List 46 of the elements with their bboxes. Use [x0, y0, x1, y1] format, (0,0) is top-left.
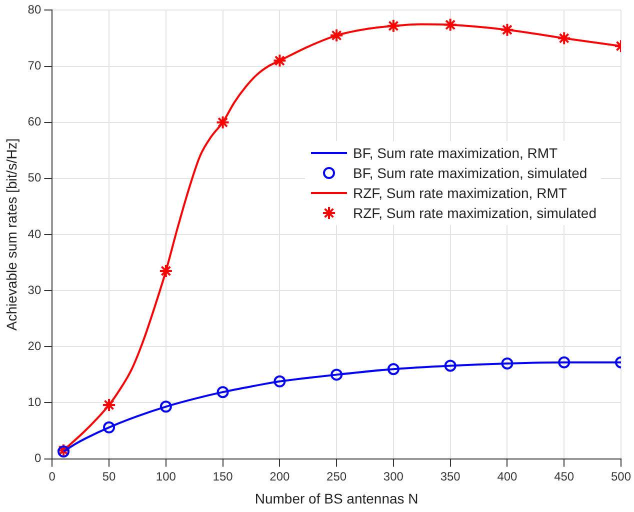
point	[330, 28, 344, 42]
x-tick-label: 500	[610, 469, 632, 484]
legend-label: BF, Sum rate maximization, RMT	[352, 144, 558, 162]
x-tick-label: 200	[270, 469, 290, 484]
x-tick-label: 250	[326, 469, 347, 484]
x-tick-label: 450	[554, 469, 574, 484]
point	[216, 115, 230, 130]
x-tick-label: 50	[102, 469, 116, 484]
x-tick-label: 100	[156, 469, 176, 484]
x-axis-title: Number of BS antennas N	[254, 490, 418, 506]
point	[557, 31, 572, 46]
point	[158, 264, 173, 278]
point	[386, 18, 400, 33]
legend-label: RZF, Sum rate maximization, RMT	[352, 184, 567, 202]
point	[330, 368, 343, 381]
point	[103, 421, 116, 434]
point	[102, 398, 116, 412]
point	[444, 360, 456, 372]
point	[274, 375, 286, 388]
x-tick-label: 300	[383, 469, 404, 484]
point	[558, 356, 570, 368]
y-tick-label: 40	[28, 226, 42, 241]
y-tick-label: 60	[28, 114, 42, 129]
y-tick-label: 50	[28, 170, 42, 185]
point	[387, 363, 400, 376]
point	[443, 18, 458, 32]
y-axis-title: Achievable sum rates [bit/s/Hz]	[3, 138, 20, 331]
point	[500, 22, 514, 37]
x-tick-label: 0	[48, 469, 56, 484]
y-tick-label: 10	[28, 395, 42, 410]
point	[501, 357, 514, 370]
point	[56, 443, 71, 458]
y-tick-label: 70	[28, 58, 42, 73]
x-tick-label: 350	[440, 469, 461, 484]
x-tick-label: 400	[497, 469, 518, 484]
legend-label: RZF, Sum rate maximization, simulated	[352, 204, 597, 222]
legend-label: BF, Sum rate maximization, simulated	[352, 164, 588, 182]
y-tick-label: 20	[28, 338, 42, 353]
y-tick-label: 0	[34, 451, 42, 466]
point	[272, 54, 287, 68]
point	[216, 386, 229, 398]
y-tick-label: 80	[28, 2, 42, 17]
point	[160, 400, 172, 413]
point	[58, 446, 70, 458]
y-tick-label: 30	[28, 282, 42, 297]
x-tick-label: 150	[212, 469, 234, 484]
